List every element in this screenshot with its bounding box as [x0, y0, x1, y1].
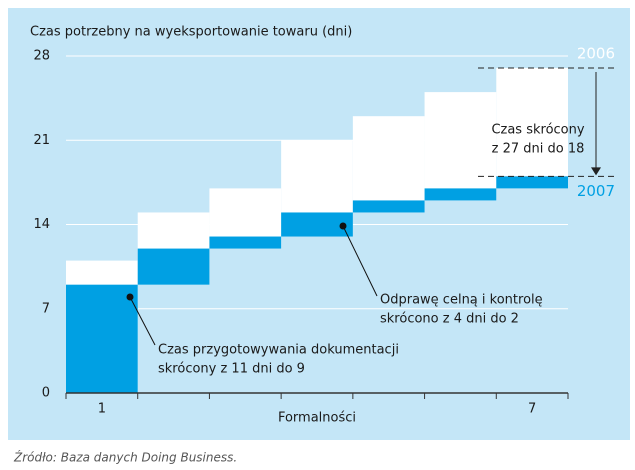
annotation: skrócono z 4 dni do 2	[380, 312, 519, 327]
x-tick-label: 7	[528, 402, 536, 417]
bar-2007	[352, 200, 425, 213]
arrow-head	[591, 167, 601, 176]
x-axis-label: Formalności	[278, 411, 356, 426]
annotation: z 27 dni do 18	[492, 142, 585, 157]
source: Źródło: Baza danych Doing Business.	[13, 450, 237, 465]
bar-2006	[424, 92, 497, 201]
callout-line	[129, 296, 156, 346]
bar-2007	[496, 176, 568, 189]
legend-2007: 2007	[577, 182, 615, 200]
annotation: Odprawę celną i kontrolę	[380, 293, 543, 308]
chart-title: Czas potrzebny na wyeksportowanie towaru…	[30, 25, 352, 40]
callout-line	[342, 225, 378, 297]
y-tick-label: 14	[33, 217, 50, 232]
annotation: Czas skrócony	[491, 123, 584, 138]
x-tick-label: 1	[98, 402, 106, 417]
legend-2006: 2006	[577, 45, 615, 63]
y-tick-label: 28	[33, 49, 50, 64]
bar-2007	[209, 236, 282, 249]
annotation: skrócony z 11 dni do 9	[158, 362, 305, 377]
bar-2007	[66, 284, 138, 393]
bar-2006	[496, 68, 568, 189]
bar-2007	[424, 188, 497, 201]
y-tick-label: 0	[42, 386, 50, 401]
bar-2007	[137, 248, 210, 285]
annotation: Czas przygotowywania dokumentacji	[158, 343, 399, 358]
y-tick-label: 7	[42, 301, 50, 316]
bar-2006	[352, 116, 425, 213]
y-tick-label: 21	[33, 133, 50, 148]
